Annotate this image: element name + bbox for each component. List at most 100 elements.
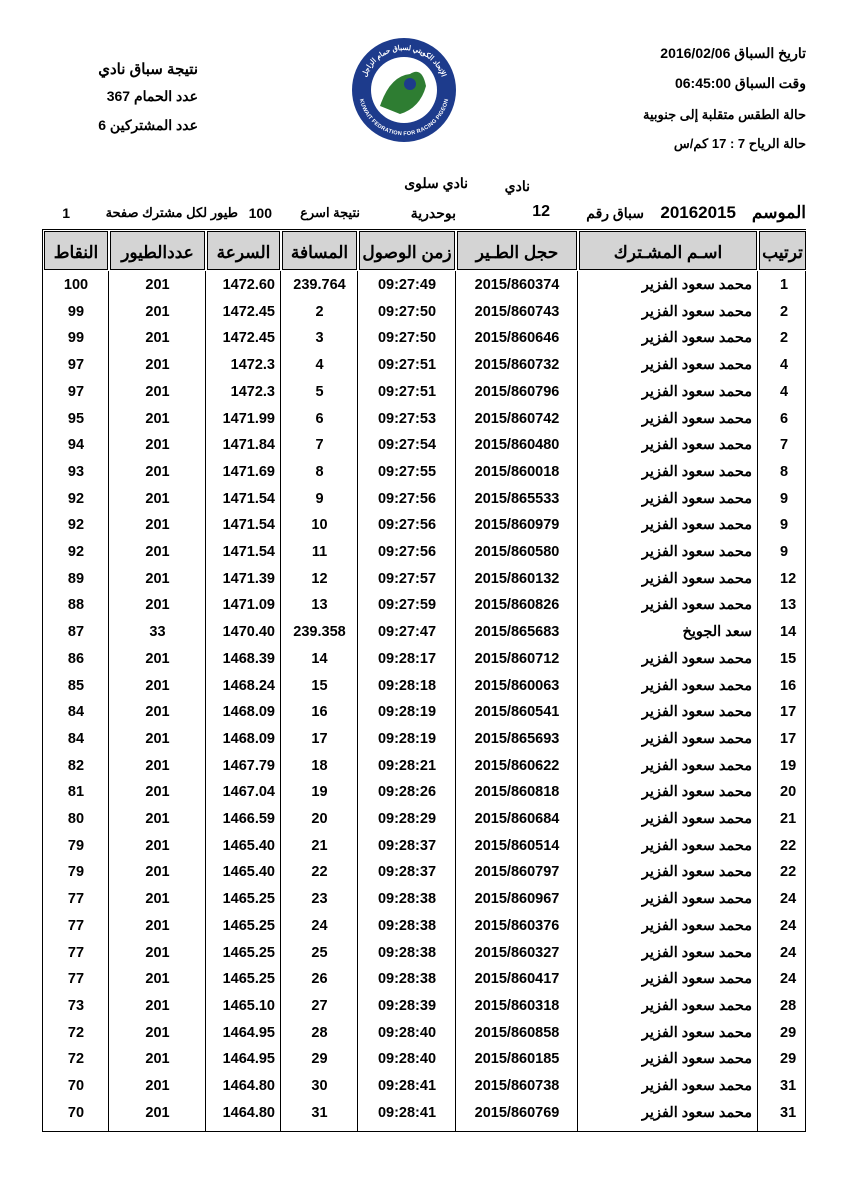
table-cell: 77	[67, 917, 85, 934]
table-cell: 24	[311, 917, 328, 934]
table-cell: 09:28:21	[377, 757, 437, 774]
table-cell: 24	[780, 944, 797, 961]
table-cell: 2015/860580	[474, 544, 560, 560]
table-cell: 201	[145, 490, 170, 507]
table-cell: 1466.59	[222, 811, 275, 827]
table-cell: 73	[67, 997, 85, 1014]
table-cell: 1467.79	[222, 757, 275, 774]
table-cell: 93	[67, 463, 85, 480]
table-cell: 201	[145, 811, 170, 827]
table-cell: 201	[145, 784, 170, 801]
results-table: ترتيب اسـم المشـترك حجل الطـير زمن الوصول ال…	[42, 229, 807, 1132]
table-cell: محمد سعود الفزير	[641, 677, 752, 694]
table-cell: 85	[67, 677, 85, 694]
table-cell: 1471.84	[222, 437, 275, 454]
table-cell: 1470.40	[222, 624, 275, 641]
table-cell: 13	[780, 597, 797, 614]
table-cell: 84	[67, 730, 85, 747]
table-cell: 1471.54	[222, 490, 275, 507]
column-header: السرعة	[206, 230, 281, 271]
table-cell: 1465.40	[222, 837, 275, 854]
table-cell: 23	[311, 891, 328, 908]
table-cell: 30	[311, 1078, 328, 1094]
table-cell: 201	[145, 517, 170, 534]
table-cell: 09:27:54	[377, 437, 437, 454]
table-cell: محمد سعود الفزير	[641, 437, 752, 454]
table-cell: 201	[145, 437, 170, 454]
table-cell: 26	[311, 971, 328, 988]
column-header: ترتيب	[758, 230, 807, 271]
table-cell: 09:27:56	[377, 517, 437, 534]
table-cell: 2015/860417	[474, 971, 560, 988]
table-cell: 1465.25	[222, 944, 275, 961]
table-cell: 13	[311, 597, 328, 614]
table-cell: 09:28:37	[377, 837, 437, 854]
table-cell: 94	[67, 437, 85, 454]
column-divider	[757, 230, 758, 1131]
table-cell: 201	[145, 544, 170, 560]
fastest-count: 100	[248, 205, 272, 221]
table-cell: 09:27:49	[377, 277, 437, 293]
table-cell: 16	[780, 677, 797, 694]
table-cell: 1467.04	[222, 784, 275, 801]
table-cell: 09:28:37	[377, 864, 437, 881]
table-cell: 6	[315, 410, 324, 427]
table-cell: 1464.95	[222, 1024, 275, 1041]
table-cell: 09:27:53	[377, 410, 437, 427]
table-cell: 8	[780, 463, 789, 480]
table-cell: 2015/860318	[474, 997, 560, 1014]
table-cell: 201	[145, 891, 170, 908]
table-cell: 70	[67, 1078, 85, 1094]
table-cell: 2015/865693	[474, 730, 560, 747]
table-cell: 81	[67, 784, 85, 801]
table-cell: 6	[780, 410, 789, 427]
table-cell: 1472.45	[222, 303, 275, 320]
table-cell: 201	[145, 917, 170, 934]
table-cell: 201	[145, 1051, 170, 1068]
table-cell: 92	[67, 517, 85, 534]
table-cell: 2015/865683	[474, 624, 560, 641]
table-cell: 2015/860646	[474, 330, 560, 347]
table-cell: محمد سعود الفزير	[641, 357, 752, 374]
table-cell: 33	[149, 624, 166, 641]
season: 20162015	[660, 203, 736, 222]
logo: الإتحاد الكويتي لسباق حمام الزاجل KUWAIT…	[352, 38, 456, 142]
table-cell: 201	[145, 330, 170, 347]
table-cell: 09:27:47	[377, 624, 437, 641]
table-cell: 2015/860541	[474, 704, 560, 721]
table-cell: 77	[67, 971, 85, 988]
table-cell: 09:27:55	[377, 463, 437, 480]
table-cell: 2015/865533	[474, 490, 560, 507]
table-cell: 8	[315, 463, 324, 480]
table-cell: 09:28:40	[377, 1051, 437, 1068]
table-cell: 1465.40	[222, 864, 275, 881]
table-cell: 2	[315, 303, 324, 320]
table-cell: 7	[315, 437, 324, 454]
table-cell: 1472.45	[222, 330, 275, 347]
table-cell: 89	[67, 570, 85, 587]
weather: حالة الطقس متقلبة إلى جنوبية	[642, 107, 806, 122]
column-header: عددالطيور	[109, 230, 206, 271]
table-cell: 1472.3	[230, 357, 275, 374]
table-cell: 201	[145, 944, 170, 961]
column-divider	[205, 230, 206, 1131]
table-cell: 82	[67, 757, 85, 774]
table-cell: محمد سعود الفزير	[641, 650, 752, 667]
table-cell: 14	[780, 624, 797, 641]
table-cell: 09:27:56	[377, 544, 437, 560]
pigeon-count: عدد الحمام 367	[106, 88, 198, 104]
table-cell: 9	[315, 490, 324, 507]
table-cell: محمد سعود الفزير	[641, 837, 752, 854]
table-cell: 5	[315, 383, 324, 400]
table-cell: 80	[67, 811, 85, 827]
column-divider	[280, 230, 281, 1131]
table-cell: 2015/860979	[474, 517, 560, 534]
table-cell: محمد سعود الفزير	[641, 544, 752, 560]
season-label: الموسم	[751, 203, 806, 222]
table-cell: 16	[311, 704, 328, 721]
table-cell: 201	[145, 650, 170, 667]
table-cell: 12	[780, 570, 797, 587]
table-cell: محمد سعود الفزير	[641, 1024, 752, 1041]
table-cell: 09:28:41	[377, 1104, 437, 1121]
table-cell: محمد سعود الفزير	[641, 971, 752, 988]
